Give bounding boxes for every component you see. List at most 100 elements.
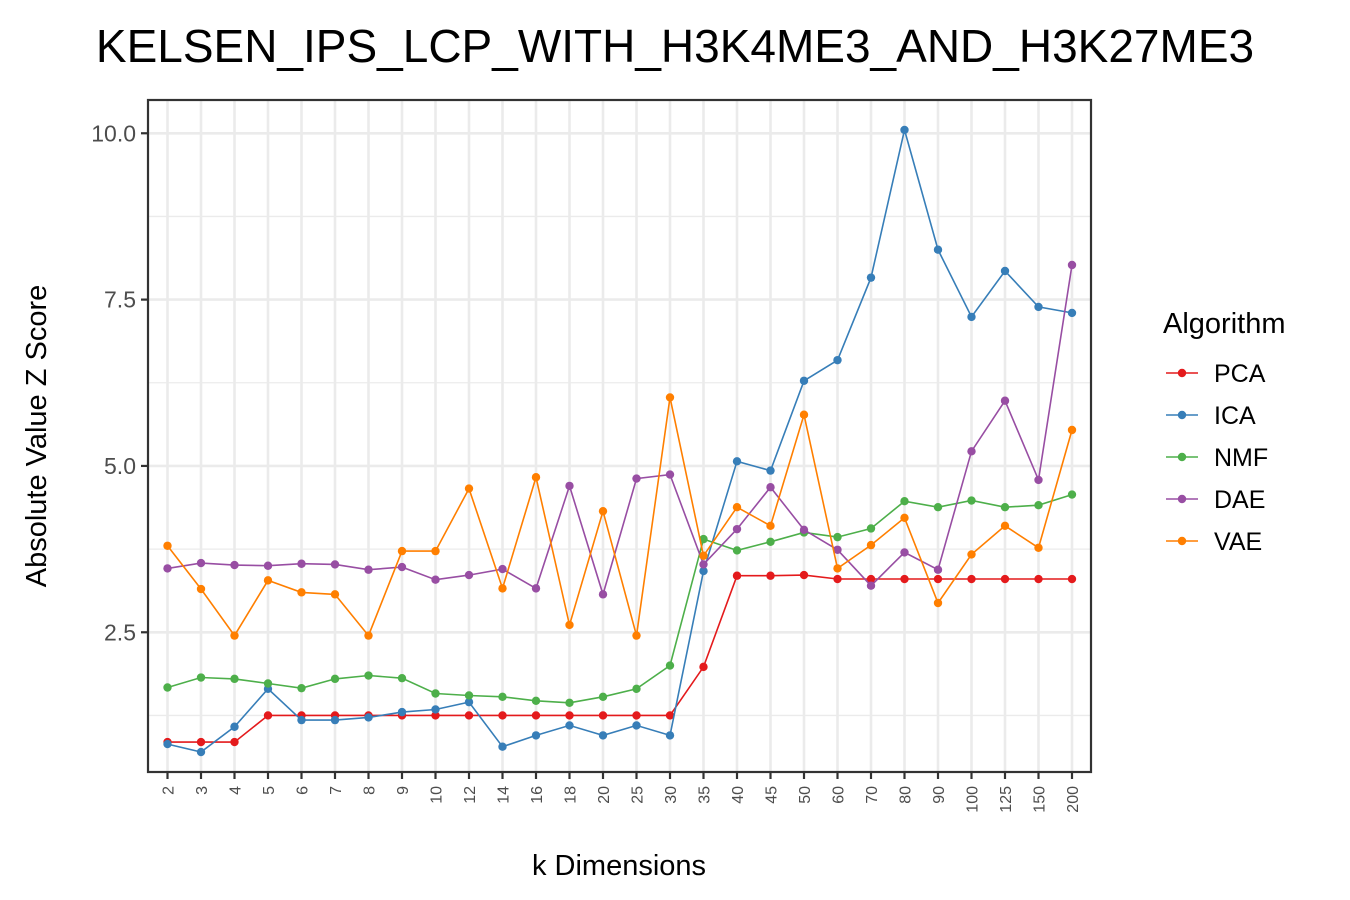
legend-item-dae: DAE <box>1166 486 1265 514</box>
data-point <box>900 497 909 506</box>
data-point <box>799 410 809 419</box>
legend-key-point <box>1177 536 1187 546</box>
legend-key-point <box>1177 410 1187 420</box>
data-point <box>431 546 440 556</box>
data-point <box>196 747 206 757</box>
data-point <box>900 548 909 557</box>
data-point <box>498 711 507 720</box>
legend-label: PCA <box>1214 360 1266 388</box>
x-tick-label: 20 <box>596 786 613 804</box>
x-tick-label: 45 <box>764 786 781 804</box>
data-point <box>766 521 775 531</box>
x-tick-label: 70 <box>864 786 881 804</box>
series-nmf <box>163 490 1077 708</box>
x-axis: 2 3 4 5 6 7 8 9 10 12 14 16 18 20 25 30 35 40 45 50 60 70 80 90… <box>161 772 1082 813</box>
data-point <box>498 742 507 751</box>
data-point <box>598 711 608 720</box>
x-tick-label: 30 <box>663 786 680 804</box>
legend-item-vae: VAE <box>1166 528 1262 556</box>
data-point <box>1000 574 1010 584</box>
data-point <box>364 671 373 680</box>
chart-title: KELSEN_IPS_LCP_WITH_H3K4ME3_AND_H3K27ME3 <box>96 20 1254 72</box>
series-layer <box>163 125 1077 757</box>
data-point <box>598 692 608 702</box>
series-vae <box>163 393 1077 640</box>
data-point <box>163 683 172 692</box>
y-axis-title: Absolute Value Z Score <box>21 285 53 588</box>
series-ica <box>163 125 1077 757</box>
data-point <box>1000 266 1010 276</box>
x-tick-label: 50 <box>797 786 814 804</box>
data-point <box>967 447 976 456</box>
x-axis-title: k Dimensions <box>532 850 706 882</box>
data-point <box>699 534 708 544</box>
data-point <box>699 560 708 569</box>
y-tick-label: 10.0 <box>91 120 136 146</box>
legend-item-pca: PCA <box>1166 360 1266 388</box>
data-point <box>632 684 641 694</box>
y-tick-label: 2.5 <box>104 619 136 645</box>
x-tick-label: 12 <box>462 786 479 804</box>
data-point <box>1000 502 1010 512</box>
data-point <box>397 546 407 556</box>
data-point <box>263 561 273 570</box>
legend-item-ica: ICA <box>1166 402 1256 430</box>
data-point <box>799 525 809 535</box>
data-point <box>1067 260 1077 270</box>
data-point <box>364 713 373 722</box>
data-point <box>1034 543 1043 552</box>
data-point <box>866 581 876 590</box>
data-point <box>900 513 909 523</box>
data-point <box>900 574 909 584</box>
legend-label: DAE <box>1214 486 1265 514</box>
data-point <box>196 584 206 594</box>
data-point <box>766 537 775 546</box>
data-point <box>933 565 943 574</box>
x-tick-label: 9 <box>395 786 412 795</box>
data-point <box>732 546 742 555</box>
x-tick-label: 14 <box>496 786 513 804</box>
x-tick-label: 6 <box>295 786 312 795</box>
data-point <box>464 484 474 493</box>
data-point <box>531 731 541 740</box>
x-tick-label: 18 <box>563 786 580 804</box>
data-point <box>967 312 976 322</box>
data-point <box>799 570 809 580</box>
x-tick-label: 200 <box>1065 786 1082 813</box>
x-tick-label: 40 <box>730 786 747 804</box>
legend-key-point <box>1177 368 1187 378</box>
data-point <box>565 711 574 720</box>
data-point <box>1067 425 1077 435</box>
data-point <box>464 697 474 707</box>
series-line <box>167 574 1072 743</box>
data-point <box>498 692 507 702</box>
data-point <box>632 631 641 640</box>
x-tick-label: 5 <box>261 786 278 795</box>
x-tick-label: 80 <box>898 786 915 804</box>
legend-label: VAE <box>1214 528 1262 556</box>
x-tick-label: 2 <box>161 786 178 795</box>
data-point <box>598 731 608 740</box>
data-point <box>1067 574 1077 584</box>
data-point <box>397 707 407 717</box>
x-tick-label: 150 <box>1032 786 1049 813</box>
data-point <box>565 620 574 630</box>
data-point <box>598 590 608 599</box>
data-point <box>230 674 239 684</box>
data-point <box>163 564 172 573</box>
x-tick-label: 16 <box>529 786 546 804</box>
data-point <box>665 731 675 740</box>
data-point <box>632 711 641 720</box>
data-point <box>464 711 474 720</box>
data-point <box>1000 396 1010 405</box>
data-point <box>967 496 976 505</box>
series-line <box>167 129 1073 753</box>
x-tick-label: 100 <box>965 786 982 813</box>
data-point <box>230 737 239 747</box>
data-point <box>665 470 675 479</box>
data-point <box>900 125 909 135</box>
data-point <box>565 698 574 708</box>
data-point <box>833 545 842 554</box>
data-point <box>732 524 742 534</box>
legend-key-point <box>1177 494 1187 504</box>
